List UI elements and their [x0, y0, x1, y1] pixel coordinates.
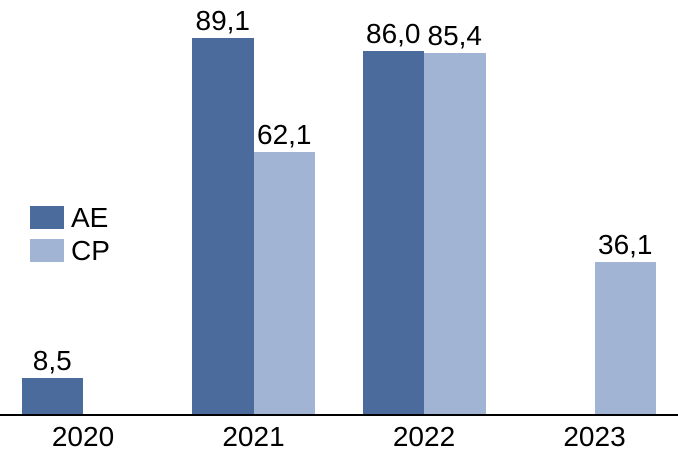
legend-label-cp: CP: [71, 234, 110, 266]
bar-ae-2020: [21, 378, 83, 414]
bar-cp-2023: [594, 261, 656, 414]
value-label-cp-2023: 36,1: [598, 228, 653, 260]
value-label-ae-2020: 8,5: [32, 345, 72, 377]
bar-cp-2022: [424, 53, 486, 414]
legend-swatch-ae: [30, 206, 64, 229]
bar-ae-2021: [192, 37, 254, 414]
chart-legend: AE CP: [30, 201, 110, 266]
legend-item-ae: AE: [30, 201, 110, 233]
legend-label-ae: AE: [71, 201, 109, 233]
value-label-ae-2021: 89,1: [195, 4, 251, 36]
legend-item-cp: CP: [30, 234, 110, 266]
value-label-cp-2021: 62,1: [257, 118, 312, 150]
legend-swatch-cp: [30, 239, 64, 262]
x-axis-label-2020: 2020: [51, 421, 115, 452]
bar-cp-2021: [253, 151, 315, 414]
bar-ae-2022: [362, 50, 424, 414]
x-axis-label-2021: 2021: [222, 421, 285, 452]
x-axis-label-2023: 2023: [563, 421, 626, 452]
value-label-cp-2022: 85,4: [427, 20, 483, 52]
x-axis-label-2022: 2022: [392, 421, 456, 452]
plot-area: 8,5 89,1 62,1 86,0 85,4 36,1: [0, 4, 678, 416]
value-label-ae-2022: 86,0: [366, 17, 421, 49]
